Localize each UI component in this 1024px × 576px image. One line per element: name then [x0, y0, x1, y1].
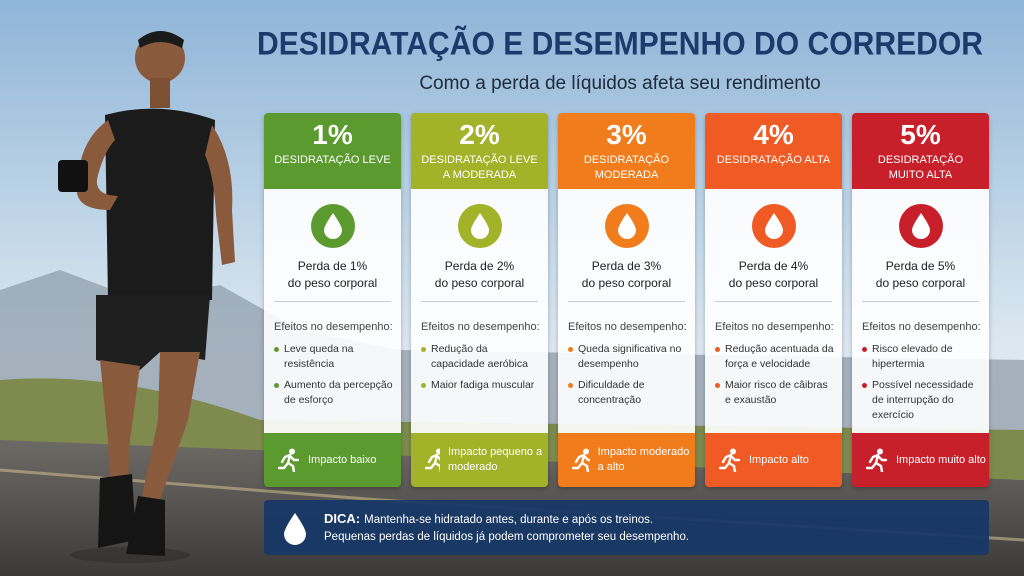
impact-text: Impacto muito alto — [896, 453, 986, 466]
runner-icon — [572, 448, 590, 472]
percent: 1% — [312, 119, 353, 150]
drop-icon — [898, 204, 943, 248]
card-header: 2% DESIDRATAÇÃO LEVE A MODERADA — [411, 113, 548, 189]
runner-icon — [866, 448, 888, 472]
impact-footer: Impacto baixo — [264, 433, 401, 487]
tip-line: Mantenha-se hidratado antes, durante e a… — [364, 513, 654, 526]
impact-footer: Impacto pequeno a moderado — [411, 433, 548, 487]
effect-item: Possível necessidade de interrupção do e… — [862, 378, 983, 423]
loss-text: Perda de 1% do peso corporal — [264, 258, 401, 292]
drop-icon — [457, 204, 502, 248]
level: DESIDRATAÇÃO LEVE A MODERADA — [421, 154, 538, 181]
drop-icon — [310, 204, 355, 248]
loss-text: Perda de 5% do peso corporal — [852, 258, 989, 292]
separator — [568, 301, 685, 302]
tip-icon — [284, 512, 306, 545]
percent: 3% — [606, 119, 647, 150]
card-header: 5% DESIDRATAÇÃO MUITO ALTA — [852, 113, 989, 189]
card-body: Perda de 5% do peso corporal Efeitos no de… — [852, 189, 989, 433]
level: DESIDRATAÇÃO LEVE — [274, 154, 391, 166]
card: 3% DESIDRATAÇÃO MODERADA Perda de 3% do pes… — [558, 113, 695, 487]
impact-text: Impacto baixo — [308, 453, 377, 466]
tip: DICA: Mantenha-se hidratado antes, durant… — [264, 500, 989, 555]
effects-list: Redução da capacidade aeróbica Maior fadi… — [411, 342, 548, 393]
separator — [274, 301, 391, 302]
drop-icon — [604, 204, 649, 248]
percent: 4% — [753, 119, 794, 150]
separator — [421, 301, 538, 302]
impact-text: Impacto moderado a alto — [597, 446, 690, 473]
effects-title: Efeitos no desempenho: — [421, 321, 540, 333]
card: 4% DESIDRATAÇÃO ALTA Perda de 4% do peso co… — [705, 113, 842, 487]
card-header: 1% DESIDRATAÇÃO LEVE — [264, 113, 401, 189]
loss-line: do peso corporal — [728, 276, 819, 290]
separator — [862, 301, 979, 302]
loss-text: Perda de 3% do peso corporal — [558, 258, 695, 292]
effect-item: Dificuldade de concentração — [568, 378, 689, 408]
effect-item: Risco elevado de hipertermia — [862, 342, 983, 372]
percent: 5% — [900, 119, 941, 150]
runner-icon — [719, 448, 741, 472]
card: 2% DESIDRATAÇÃO LEVE A MODERADA Perda de 2… — [411, 113, 548, 487]
effects-title: Efeitos no desempenho: — [715, 321, 834, 333]
drop-icon — [751, 204, 796, 248]
card-body: Perda de 1% do peso corporal Efeitos no de… — [264, 189, 401, 433]
effects-title: Efeitos no desempenho: — [274, 321, 393, 333]
effect-item: Redução acentuada da força e velocidade — [715, 342, 836, 372]
effects-list: Redução acentuada da força e velocidade M… — [705, 342, 842, 408]
impact-text: Impacto pequeno a moderado — [447, 446, 543, 473]
card-body: Perda de 3% do peso corporal Efeitos no de… — [558, 189, 695, 433]
loss-line: Perda de 1% — [297, 259, 368, 273]
level: DESIDRATAÇÃO ALTA — [716, 154, 831, 166]
effect-item: Redução da capacidade aeróbica — [421, 342, 542, 372]
level: DESIDRATAÇÃO MUITO ALTA — [877, 154, 964, 181]
effect-item: Aumento da percepção de esforço — [274, 378, 395, 408]
impact-footer: Impacto muito alto — [852, 433, 989, 487]
effects-list: Queda significativa no desempenho Dificul… — [558, 342, 695, 408]
card-header: 4% DESIDRATAÇÃO ALTA — [705, 113, 842, 189]
loss-line: do peso corporal — [581, 276, 672, 290]
card-header: 3% DESIDRATAÇÃO MODERADA — [558, 113, 695, 189]
effect-item: Maior fadiga muscular — [421, 378, 542, 393]
effects-list: Leve queda na resistência Aumento da perc… — [264, 342, 401, 408]
tip-label: DICA: — [324, 510, 361, 526]
subtitle: Como a perda de líquidos afeta seu rendi… — [419, 73, 820, 94]
loss-line: do peso corporal — [434, 276, 525, 290]
effects-title: Efeitos no desempenho: — [568, 321, 687, 333]
card: 5% DESIDRATAÇÃO MUITO ALTA Perda de 5% do p… — [852, 113, 989, 487]
card-body: Perda de 2% do peso corporal Efeitos no de… — [411, 189, 548, 433]
effect-item: Queda significativa no desempenho — [568, 342, 689, 372]
separator — [715, 301, 832, 302]
effects-title: Efeitos no desempenho: — [862, 321, 981, 333]
card: 1% DESIDRATAÇÃO LEVE Perda de 1% do peso co… — [264, 113, 401, 487]
loss-line: Perda de 5% — [885, 259, 956, 273]
loss-line: do peso corporal — [875, 276, 966, 290]
percent: 2% — [459, 119, 500, 150]
loss-text: Perda de 2% do peso corporal — [411, 258, 548, 292]
impact-footer: Impacto alto — [705, 433, 842, 487]
level: DESIDRATAÇÃO MODERADA — [583, 154, 670, 181]
runner-icon — [425, 448, 440, 472]
runner-icon — [278, 448, 300, 472]
loss-line: do peso corporal — [287, 276, 378, 290]
loss-line: Perda de 3% — [591, 259, 662, 273]
runner — [58, 31, 235, 563]
effect-item: Maior risco de câibras e exaustão — [715, 378, 836, 408]
loss-text: Perda de 4% do peso corporal — [705, 258, 842, 292]
effects-list: Risco elevado de hipertermia Possível nec… — [852, 342, 989, 423]
title: DESIDRATAÇÃO E DESEMPENHO DO CORREDOR — [257, 25, 983, 61]
effect-item: Leve queda na resistência — [274, 342, 395, 372]
impact-text: Impacto alto — [749, 453, 809, 466]
tip-text: DICA: Mantenha-se hidratado antes, durant… — [324, 510, 689, 546]
card-body: Perda de 4% do peso corporal Efeitos no de… — [705, 189, 842, 433]
loss-line: Perda de 2% — [444, 259, 515, 273]
loss-line: Perda de 4% — [738, 259, 809, 273]
tip-line: Pequenas perdas de líquidos já podem com… — [324, 530, 690, 543]
impact-footer: Impacto moderado a alto — [558, 433, 695, 487]
